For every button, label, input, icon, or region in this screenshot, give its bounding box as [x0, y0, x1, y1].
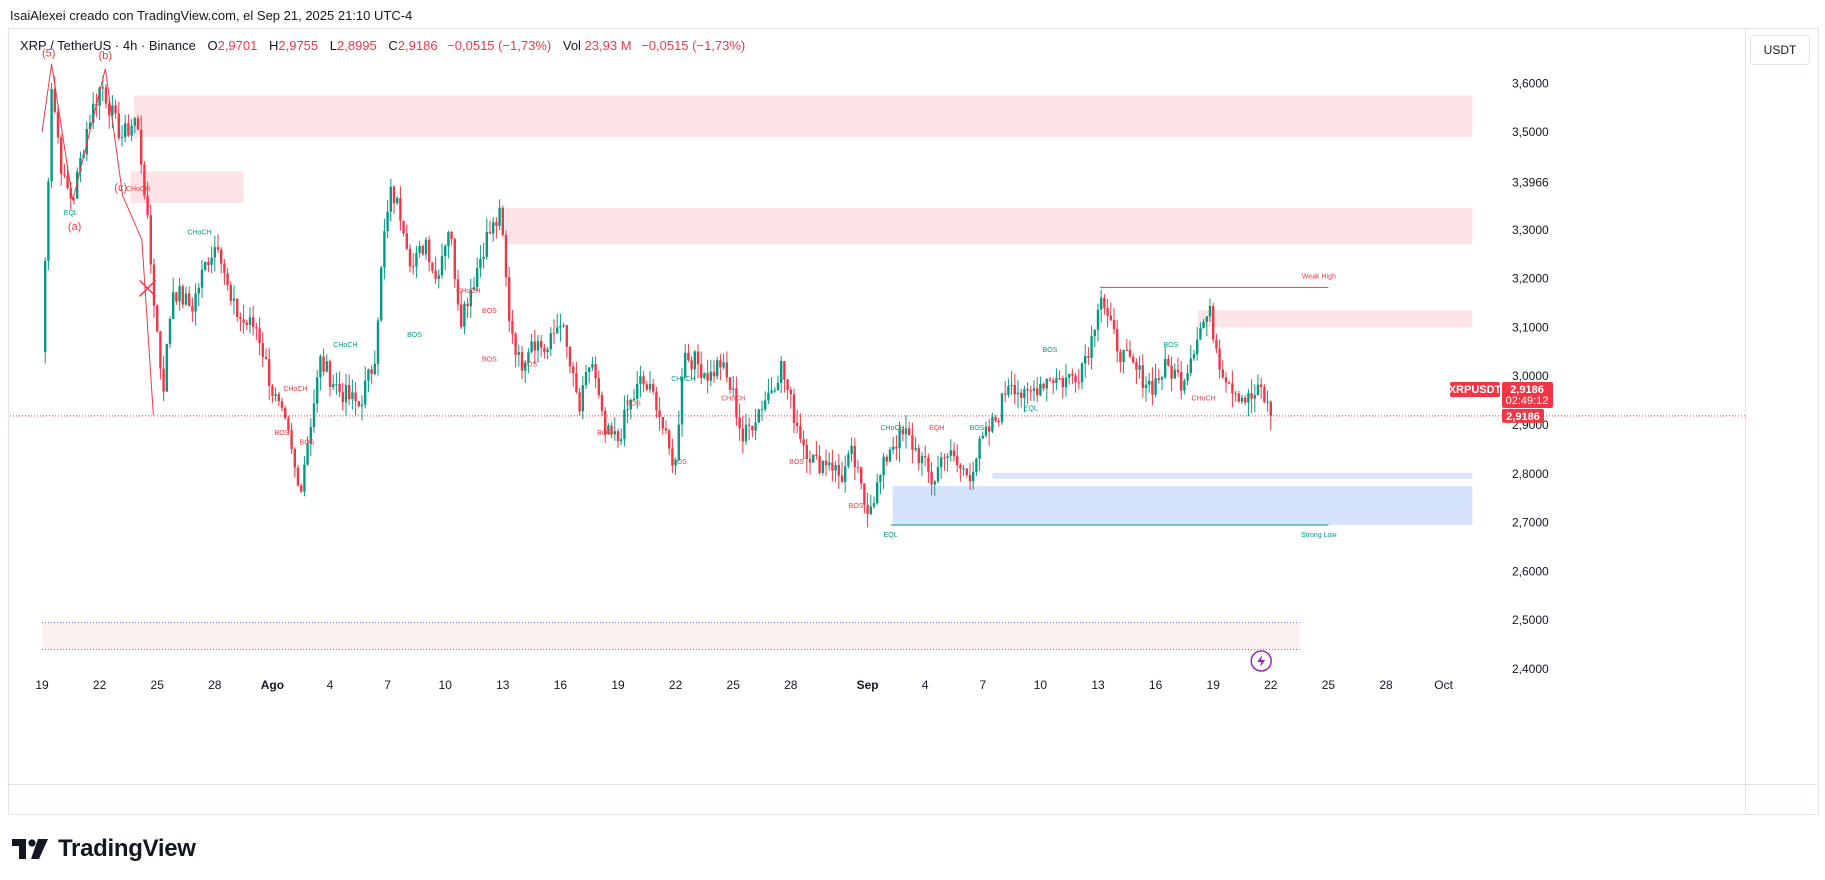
symbol-title[interactable]: XRP / TetherUS · 4h · Binance: [20, 38, 196, 53]
close-label: C: [388, 38, 398, 53]
change-value: −0,0515 (−1,73%): [447, 38, 552, 53]
tradingview-logo[interactable]: TradingView: [12, 835, 196, 863]
close-value: 2,9186: [397, 38, 438, 53]
high-value: 2,9755: [278, 38, 319, 53]
chart-credit: IsaiAlexei creado con TradingView.com, e…: [10, 8, 413, 23]
high-label: H: [268, 38, 279, 53]
low-value: 2,8995: [337, 38, 377, 53]
volume-change-value: −0,0515 (−1,73%): [641, 38, 746, 53]
chart-frame: [8, 28, 1819, 815]
symbol-legend: XRP / TetherUS · 4h · Binance O2,9701 H2…: [20, 38, 745, 53]
open-label: O: [207, 38, 218, 53]
price-axis-separator: [1745, 28, 1746, 813]
volume-value: 23,93 M: [584, 38, 632, 53]
currency-button[interactable]: USDT: [1750, 35, 1810, 65]
tradingview-logo-text: TradingView: [58, 835, 196, 862]
volume-label: Vol: [562, 38, 581, 53]
currency-button-label: USDT: [1763, 43, 1797, 57]
time-axis-separator: [8, 784, 1817, 785]
low-label: L: [329, 38, 337, 53]
tradingview-logo-icon: [12, 839, 48, 859]
open-value: 2,9701: [217, 38, 258, 53]
